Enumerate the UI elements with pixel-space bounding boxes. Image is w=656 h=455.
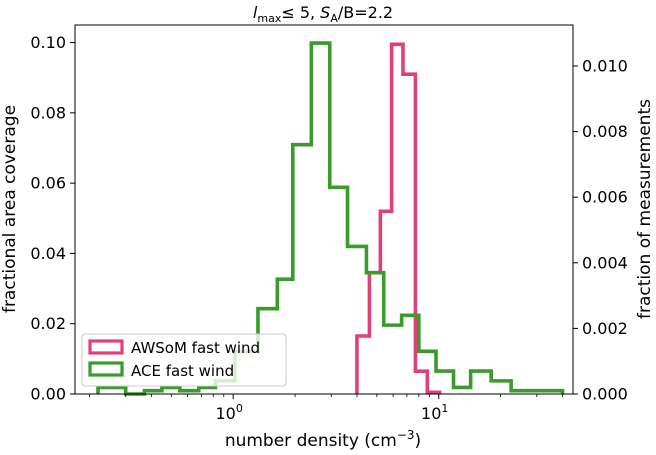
y-left-tick-label: 0.04 xyxy=(30,244,66,263)
y-axis-label-right: fraction of measurements xyxy=(635,99,655,319)
title-rest: /B=2.2 xyxy=(338,3,393,22)
y-left-tick-label: 0.08 xyxy=(30,103,66,122)
y-right-tick-label: 0.000 xyxy=(582,385,628,404)
legend-label-ace: ACE fast wind xyxy=(131,362,234,380)
x-tick-label: 101 xyxy=(421,402,448,423)
y-right-tick-label: 0.004 xyxy=(582,253,628,272)
legend-swatch-awsom xyxy=(88,339,124,355)
title-l: l xyxy=(253,3,258,22)
y-right-tick-label: 0.008 xyxy=(582,122,628,141)
svg-text:lmax≤ 5, SA/B=2.2: lmax≤ 5, SA/B=2.2 xyxy=(253,3,393,25)
title-s-sub: A xyxy=(330,12,338,25)
y-right-tick-label: 0.010 xyxy=(582,57,628,76)
y-right-tick-label: 0.002 xyxy=(582,319,628,338)
y-left-tick-label: 0.02 xyxy=(30,314,66,333)
y-right-tick-label: 0.006 xyxy=(582,188,628,207)
chart-title: lmax≤ 5, SA/B=2.2 xyxy=(253,3,393,25)
plot-area xyxy=(96,41,565,396)
title-le-n: ≤ 5, xyxy=(281,3,320,22)
legend: AWSoM fast wind ACE fast wind xyxy=(81,333,287,387)
series-step-1 xyxy=(96,41,565,396)
legend-frame xyxy=(81,333,287,387)
y-left-tick-label: 0.10 xyxy=(30,33,66,52)
y-left-tick-label: 0.06 xyxy=(30,174,66,193)
legend-label-awsom: AWSoM fast wind xyxy=(131,339,260,357)
y-axis-label-left: fractional area coverage xyxy=(0,105,20,313)
plot-frame xyxy=(74,24,574,395)
y-left-tick-label: 0.00 xyxy=(30,385,66,404)
series-step-0 xyxy=(355,42,442,395)
title-l-sub: max xyxy=(257,12,281,25)
x-tick-label: 100 xyxy=(216,402,243,423)
axes: 0.00 0.02 0.04 0.06 0.08 0.10 0.000 0.002 0.004 0… xyxy=(30,33,627,423)
title-s: S xyxy=(320,3,330,22)
x-axis-label: number density (cm−3) xyxy=(225,428,421,451)
legend-swatch-ace xyxy=(88,361,124,377)
